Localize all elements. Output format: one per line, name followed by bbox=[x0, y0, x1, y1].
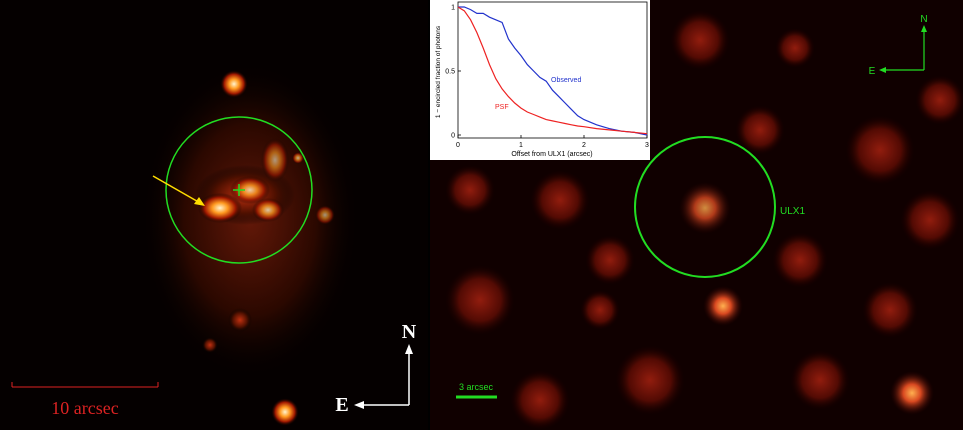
inset-background bbox=[430, 0, 650, 160]
figure: 10 arcsec N E ULX1 3 arcsec N E bbox=[0, 0, 963, 430]
source-label: ULX1 bbox=[780, 206, 805, 217]
x-axis-label: Offset from ULX1 (arcsec) bbox=[511, 151, 592, 158]
inset-chart: Offset from ULX1 (arcsec) 1 − encircled … bbox=[430, 0, 650, 160]
compass-north: N bbox=[402, 321, 417, 343]
compass-east: E bbox=[335, 394, 348, 416]
x-tick-label: 0 bbox=[456, 142, 460, 149]
x-tick-label: 3 bbox=[645, 142, 649, 149]
compass-north: N bbox=[920, 14, 927, 25]
x-tick-label: 2 bbox=[582, 142, 586, 149]
series-label: PSF bbox=[495, 104, 509, 111]
scale-label: 10 arcsec bbox=[51, 398, 118, 418]
scale-label: 3 arcsec bbox=[459, 382, 494, 392]
compass-east: E bbox=[869, 66, 876, 77]
y-tick-label: 0.5 bbox=[445, 69, 455, 76]
y-tick-label: 1 bbox=[451, 5, 455, 12]
y-axis-label: 1 − encircled fraction of photons bbox=[435, 25, 442, 118]
x-tick-label: 1 bbox=[519, 142, 523, 149]
left-image: 10 arcsec N E bbox=[0, 0, 428, 430]
series-label: Observed bbox=[551, 77, 581, 84]
y-tick-label: 0 bbox=[451, 133, 455, 140]
